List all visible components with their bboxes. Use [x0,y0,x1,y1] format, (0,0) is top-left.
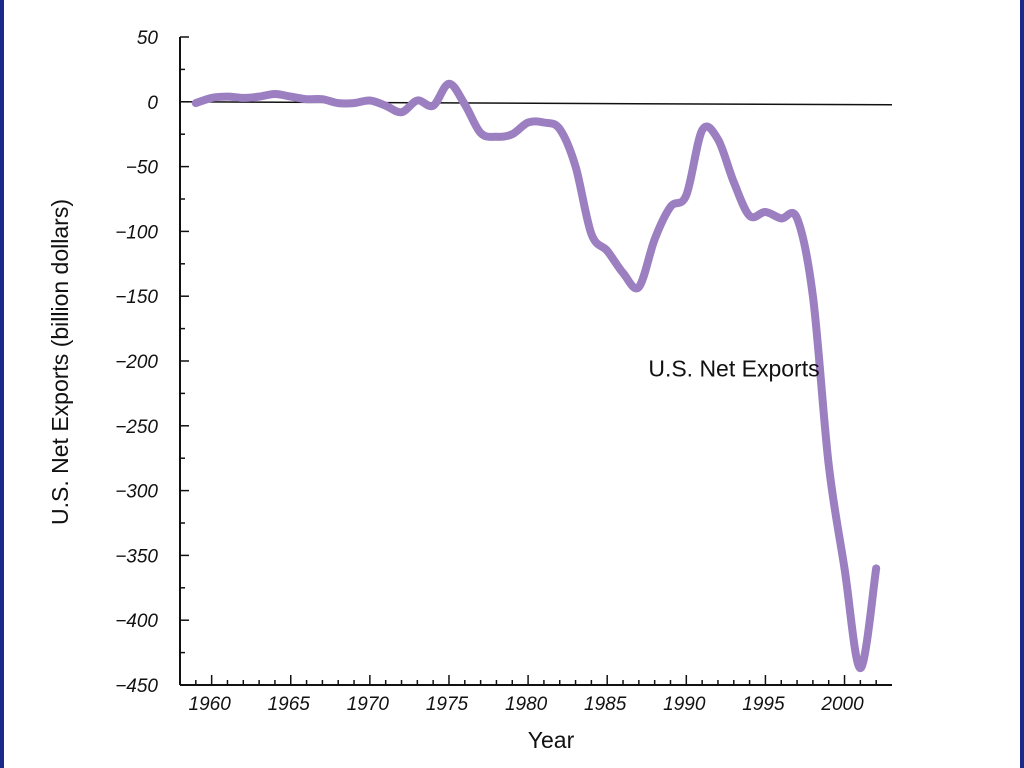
data-point [777,214,785,222]
data-point [667,203,674,211]
data-point [572,163,580,171]
data-point [224,93,231,101]
y-tick-label: 50 [137,28,159,49]
right-border [1020,0,1024,768]
data-point [334,99,342,107]
x-axis-title: Year [528,727,575,753]
x-tick-label: 1990 [663,694,706,715]
y-tick-label: −200 [115,352,158,373]
data-point [239,94,247,102]
zero-reference-line [179,101,893,106]
data-point [841,564,848,572]
series-annotation: U.S. Net Exports [648,356,819,382]
x-tick-label: 1985 [584,694,627,715]
data-point [350,99,358,107]
y-axis-ticks: 50 0 −50 −100 −150 −200 −250 −300 −350 −400 −450 [115,28,189,697]
data-point [366,97,374,104]
data-point [192,99,200,107]
data-point [635,283,643,291]
y-tick-label: −250 [115,417,158,438]
data-point [651,235,659,243]
y-tick-label: −350 [115,546,158,567]
y-tick-label: 0 [147,93,158,114]
x-tick-label: 1975 [426,694,469,715]
data-point [682,191,690,199]
data-point [445,80,453,88]
data-point [318,95,326,103]
data-point [524,119,532,126]
data-point [872,564,880,572]
data-point [809,292,817,300]
x-tick-label: 1995 [742,694,785,715]
data-point [429,102,437,110]
y-tick-label: −100 [115,222,158,243]
data-point [508,130,516,138]
data-point [540,119,548,126]
data-point [825,461,833,469]
x-tick-label: 1960 [189,694,232,715]
data-point [461,100,469,108]
data-point [603,247,611,255]
data-point [208,94,216,102]
data-point [556,125,564,133]
data-point [492,133,500,141]
series-group [191,79,881,673]
data-point [398,108,405,116]
data-point [746,212,754,220]
data-point [271,90,279,98]
x-tick-label: 1965 [268,694,311,715]
data-point [714,135,722,143]
data-point [382,102,390,110]
x-tick-label: 1970 [347,694,390,715]
data-point [413,97,421,104]
x-tick-label: 2000 [820,694,864,715]
y-tick-label: −400 [115,611,158,632]
data-point [730,178,738,186]
data-point [619,269,627,277]
data-point [698,126,706,134]
data-point [303,95,311,103]
data-point [856,664,864,672]
y-axis-title: U.S. Net Exports (billion dollars) [47,199,73,525]
data-point [793,214,801,222]
y-tick-label: −300 [115,482,158,503]
left-border [0,0,4,768]
data-point [255,93,263,101]
data-point [761,208,769,216]
data-point [477,129,485,137]
y-tick-label: −150 [115,287,158,308]
data-point [587,230,595,238]
y-tick-label: −50 [126,158,159,179]
y-tick-label: −450 [115,676,158,697]
x-axis-ticks: 1960 1965 1970 1975 1980 1985 1990 1995 2000 [189,675,877,715]
data-point [287,93,295,101]
x-tick-label: 1980 [505,694,548,715]
